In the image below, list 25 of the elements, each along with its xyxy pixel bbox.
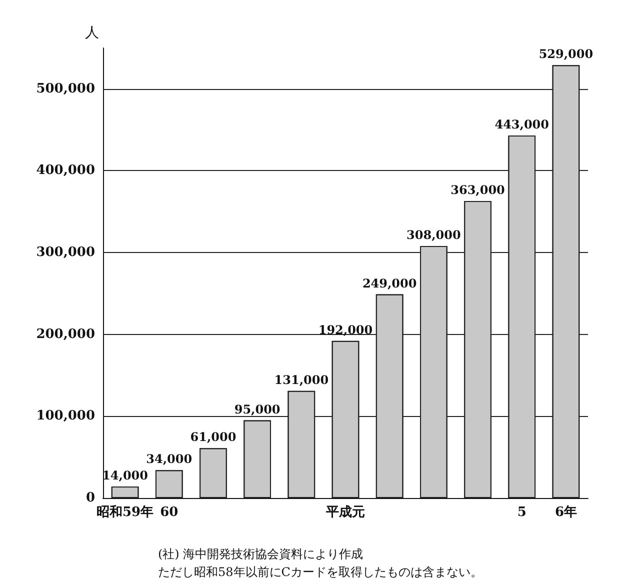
data-label: 363,000: [450, 183, 505, 197]
x-tick-label: 平成元: [325, 505, 365, 520]
y-axis-title: 人: [85, 25, 99, 41]
y-tick-label: 300,000: [36, 245, 95, 260]
text: (社) 海中開発技術協会資料により作成: [158, 547, 364, 561]
y-tick-label: 100,000: [36, 408, 95, 424]
data-label: 192,000: [318, 322, 373, 337]
x-tick-label: 60: [160, 505, 178, 520]
data-label: 34,000: [146, 452, 192, 466]
y-tick-label: 400,000: [36, 163, 95, 178]
data-label: 14,000: [102, 468, 148, 483]
y-tick-label: 0: [86, 490, 95, 506]
x-tick-label: 昭和59年: [96, 504, 154, 520]
y-tick-label: 500,000: [36, 81, 95, 96]
data-label: 249,000: [362, 276, 417, 290]
x-tick-label: 5: [517, 505, 526, 520]
text: ただし昭和58年以前にCカードを取得したものは含まない。: [158, 565, 482, 579]
y-tick-label: 200,000: [36, 326, 95, 342]
data-label: 95,000: [234, 402, 280, 416]
x-tick-label: 6年: [554, 505, 577, 520]
data-label: 529,000: [538, 47, 594, 62]
data-label: 308,000: [406, 228, 461, 242]
data-label: 131,000: [274, 372, 329, 387]
data-label: 61,000: [190, 430, 236, 444]
data-label: 443,000: [494, 118, 550, 132]
